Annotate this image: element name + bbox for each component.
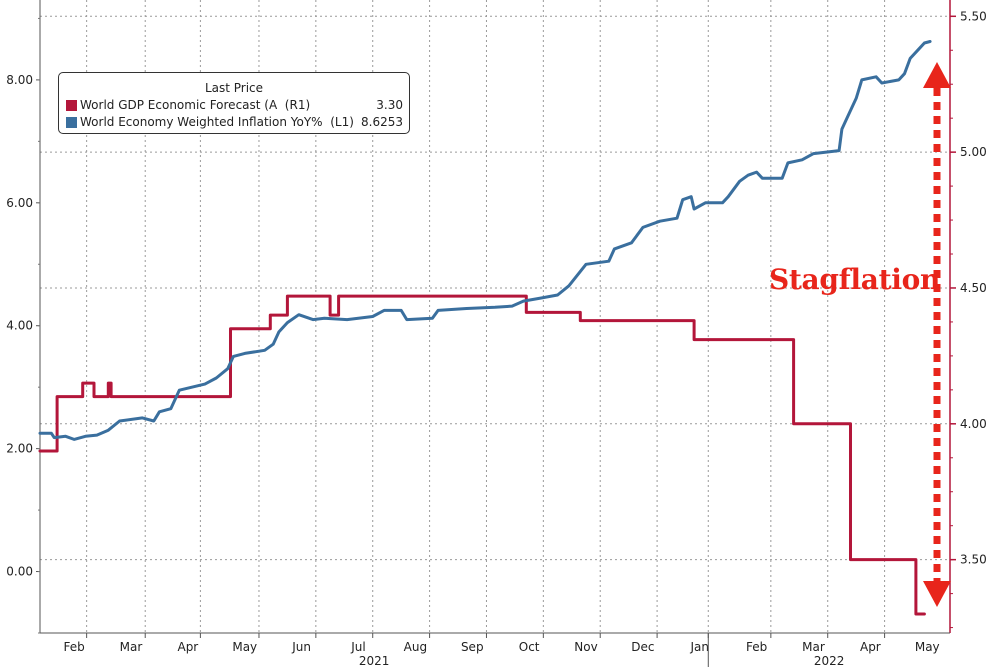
legend-swatch-gdp	[66, 100, 77, 111]
legend-item-gdp: World GDP Economic Forecast (A (R1) 3.30	[66, 98, 403, 114]
right-axis-tick-label: 5.00	[960, 145, 987, 159]
x-axis-tick-label: May	[232, 640, 257, 654]
legend-value-gdp: 3.30	[376, 98, 403, 112]
x-axis-labels: Feb Mar Apr May Jun Jul Aug Sep Oct Nov Dec Jan Feb M…	[64, 633, 940, 667]
left-axis-labels: 0.00 2.00 4.00 6.00 8.00	[6, 17, 40, 634]
x-axis-tick-label: Apr	[177, 640, 198, 654]
x-axis-tick-label: Mar	[802, 640, 825, 654]
right-axis-labels: 3.50 4.00 4.50 5.00 5.50	[950, 9, 987, 629]
stagflation-arrow	[923, 62, 951, 607]
x-axis-tick-label: Jan	[690, 640, 710, 654]
legend-item-inflation: World Economy Weighted Inflation YoY% (L…	[66, 115, 403, 131]
legend-value-inflation: 8.6253	[361, 115, 403, 129]
series-line-inflation	[38, 40, 932, 441]
x-axis-tick-label: Dec	[631, 640, 654, 654]
x-axis-tick-label: Feb	[746, 640, 767, 654]
year-label: 2022	[814, 654, 845, 667]
right-axis-tick-label: 3.50	[960, 553, 987, 567]
right-axis-tick-label: 5.50	[960, 9, 987, 23]
series-lines	[38, 40, 932, 616]
x-axis-tick-label: Mar	[120, 640, 143, 654]
legend-swatch-inflation	[66, 117, 77, 128]
left-axis-tick-label: 4.00	[6, 319, 33, 333]
left-axis-tick-label: 8.00	[6, 73, 33, 87]
arrow-head-down	[923, 581, 951, 607]
right-axis-tick-label: 4.50	[960, 281, 987, 295]
x-axis-tick-label: Jun	[291, 640, 311, 654]
x-axis-tick-label: Oct	[519, 640, 540, 654]
series-line-gdp	[38, 294, 926, 616]
x-axis-tick-label: Nov	[574, 640, 597, 654]
legend-title: Last Price	[204, 81, 264, 95]
legend: Last Price World GDP Economic Forecast (…	[58, 72, 410, 134]
left-axis-tick-label: 6.00	[6, 196, 33, 210]
legend-label-gdp: World GDP Economic Forecast (A (R1)	[80, 98, 311, 112]
left-axis-tick-label: 2.00	[6, 442, 33, 456]
arrow-head-up	[923, 62, 951, 88]
left-axis-tick-label: 0.00	[6, 565, 33, 579]
right-axis-tick-label: 4.00	[960, 417, 987, 431]
x-axis-tick-label: May	[915, 640, 940, 654]
x-axis-tick-label: Jul	[350, 640, 365, 654]
x-axis-tick-label: Feb	[64, 640, 85, 654]
year-label: 2021	[359, 654, 390, 667]
x-axis-tick-label: Apr	[860, 640, 881, 654]
stagflation-annotation: Stagflation	[769, 263, 941, 296]
legend-label-inflation: World Economy Weighted Inflation YoY% (L…	[80, 115, 354, 129]
x-axis-tick-label: Aug	[404, 640, 427, 654]
x-axis-tick-label: Sep	[461, 640, 484, 654]
axes	[39, 0, 951, 634]
